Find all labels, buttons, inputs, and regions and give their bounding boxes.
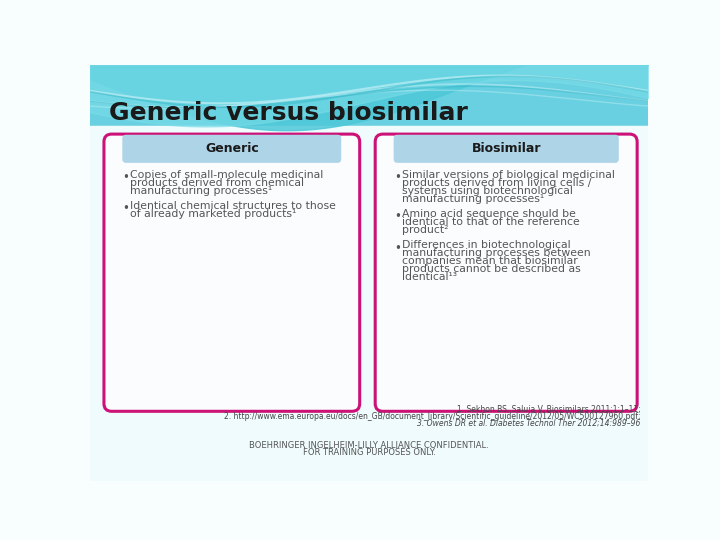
Text: of already marketed products¹: of already marketed products¹ xyxy=(130,209,297,219)
FancyBboxPatch shape xyxy=(104,134,360,411)
Text: manufacturing processes¹: manufacturing processes¹ xyxy=(402,194,544,204)
Text: products derived from chemical: products derived from chemical xyxy=(130,178,305,187)
Text: Generic: Generic xyxy=(205,142,258,155)
Text: Identical chemical structures to those: Identical chemical structures to those xyxy=(130,201,336,211)
Text: •: • xyxy=(122,171,130,184)
Text: companies mean that biosimilar: companies mean that biosimilar xyxy=(402,256,577,266)
Text: Biosimilar: Biosimilar xyxy=(472,142,541,155)
FancyBboxPatch shape xyxy=(122,135,341,163)
Text: Generic versus biosimilar: Generic versus biosimilar xyxy=(109,102,468,125)
FancyBboxPatch shape xyxy=(394,135,618,163)
Text: product²: product² xyxy=(402,225,448,235)
Text: •: • xyxy=(122,202,130,215)
Bar xyxy=(90,126,648,173)
FancyBboxPatch shape xyxy=(394,135,618,163)
Text: manufacturing processes between: manufacturing processes between xyxy=(402,248,590,258)
Text: products derived from living cells /: products derived from living cells / xyxy=(402,178,591,187)
FancyBboxPatch shape xyxy=(122,135,341,163)
Text: Copies of small-molecule medicinal: Copies of small-molecule medicinal xyxy=(130,170,323,179)
Text: systems using biotechnological: systems using biotechnological xyxy=(402,186,572,195)
Text: 2. http://www.ema.europa.eu/docs/en_GB/document_library/Scientific_guideline/201: 2. http://www.ema.europa.eu/docs/en_GB/d… xyxy=(224,412,640,421)
Text: •: • xyxy=(394,211,400,224)
Text: manufacturing processes¹: manufacturing processes¹ xyxy=(130,186,272,195)
Text: •: • xyxy=(394,171,400,184)
Text: Differences in biotechnological: Differences in biotechnological xyxy=(402,240,570,250)
Text: BOEHRINGER INGELHEIM-LILLY ALLIANCE CONFIDENTIAL.: BOEHRINGER INGELHEIM-LILLY ALLIANCE CONF… xyxy=(249,441,489,450)
Text: identical to that of the reference: identical to that of the reference xyxy=(402,217,580,227)
Bar xyxy=(90,126,648,481)
Text: Similar versions of biological medicinal: Similar versions of biological medicinal xyxy=(402,170,614,179)
Text: 1. Sekhon BS, Saluja V. Biosimilars 2011;1:1–11;: 1. Sekhon BS, Saluja V. Biosimilars 2011… xyxy=(456,405,640,414)
Text: identical¹³: identical¹³ xyxy=(402,272,456,282)
Text: products cannot be described as: products cannot be described as xyxy=(402,264,580,274)
Text: 3. Owens DR et al. Diabetes Technol Ther 2012;14:989–96: 3. Owens DR et al. Diabetes Technol Ther… xyxy=(417,419,640,428)
FancyBboxPatch shape xyxy=(375,134,637,411)
Text: FOR TRAINING PURPOSES ONLY.: FOR TRAINING PURPOSES ONLY. xyxy=(302,448,436,457)
Text: Amino acid sequence should be: Amino acid sequence should be xyxy=(402,209,575,219)
Text: •: • xyxy=(394,241,400,254)
Bar xyxy=(90,65,648,126)
